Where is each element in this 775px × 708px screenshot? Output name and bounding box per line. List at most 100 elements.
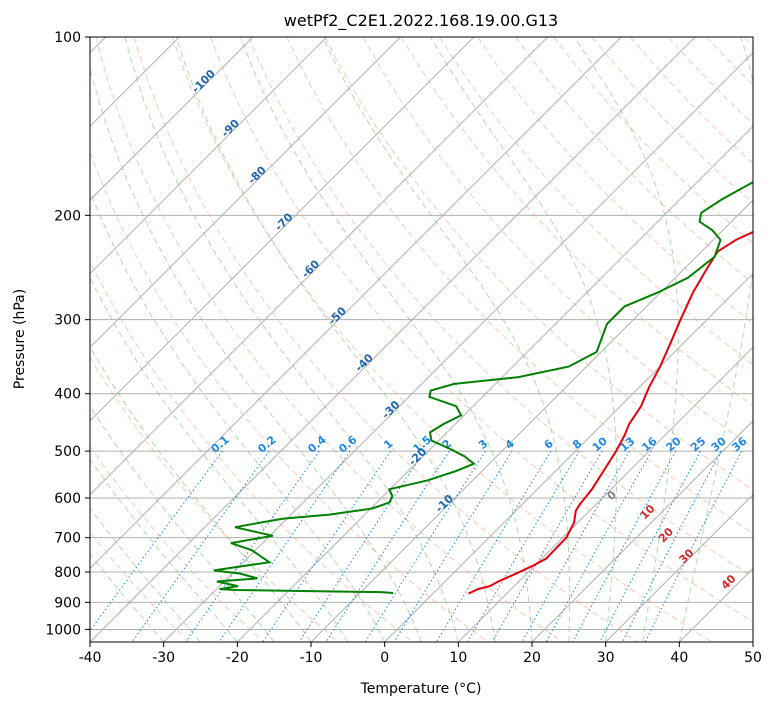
y-tick-label: 300 xyxy=(54,313,81,329)
mixing-ratio-line xyxy=(262,450,392,642)
moist-adiabat-line xyxy=(90,345,312,642)
y-tick-label: 800 xyxy=(54,565,81,581)
y-tick-label: 400 xyxy=(54,387,81,403)
isotherm-line xyxy=(457,346,753,642)
dry-adiabat-line xyxy=(706,37,753,86)
mixing-ratio-line xyxy=(131,450,270,642)
x-tick-label: 30 xyxy=(597,650,615,666)
y-tick-label: 200 xyxy=(54,208,81,224)
x-axis-ticks: -40 -30 -20 -10 0 10 20 30 40 50 xyxy=(79,642,762,666)
moist-adiabat-line xyxy=(678,37,753,642)
isotherm-line xyxy=(604,493,753,642)
moist-adiabat-line xyxy=(90,405,275,642)
dry-adiabat-label: -80 xyxy=(246,163,269,186)
moist-adiabat-label: 30 xyxy=(677,546,697,566)
dry-adiabat-line xyxy=(90,259,414,642)
isotherm-line xyxy=(752,641,753,642)
mixing-ratio-line xyxy=(325,450,450,642)
mixing-ratio-line xyxy=(521,450,630,642)
dry-adiabat-line xyxy=(324,37,753,491)
dry-adiabat-label: -50 xyxy=(326,304,349,327)
y-tick-label: 700 xyxy=(54,531,81,547)
moist-adiabat-line xyxy=(90,189,386,642)
dry-adiabat-line xyxy=(248,37,753,578)
mixing-ratio-line xyxy=(364,450,486,642)
mixing-ratio-label: 8 xyxy=(570,437,584,452)
isopleth-labels: 0.1 0.2 0.4 0.6 1 1.5 2 3 4 6 8 10 13 16 20 25 30 36-100-… xyxy=(189,67,750,592)
mixing-ratio-label: 4 xyxy=(503,437,517,452)
moist-adiabat-line xyxy=(574,37,679,642)
isotherm-line xyxy=(90,37,254,201)
dry-adiabat-line xyxy=(438,37,753,366)
isotherm-line xyxy=(236,125,753,642)
dry-adiabat-line xyxy=(400,37,753,407)
dry-adiabat-line xyxy=(477,37,753,325)
moist-adiabat-line xyxy=(90,507,201,642)
x-tick-label: -10 xyxy=(300,650,323,666)
dry-adiabat-line xyxy=(95,37,564,642)
dry-adiabats xyxy=(90,37,753,642)
y-tick-label: 900 xyxy=(54,595,81,611)
moist-adiabat-line xyxy=(430,37,617,642)
dry-adiabat-line xyxy=(90,150,489,642)
dry-adiabat-label: -40 xyxy=(353,351,376,374)
chart-title: wetPf2_C2E1.2022.168.19.00.G13 xyxy=(284,11,558,31)
isotherm-line xyxy=(90,37,328,275)
sounding-series xyxy=(213,181,753,595)
isotherm-line xyxy=(90,37,622,570)
x-tick-label: 0 xyxy=(380,650,389,666)
dry-adiabat-label: -30 xyxy=(379,398,402,421)
isotherm-line xyxy=(162,51,753,642)
x-tick-label: 10 xyxy=(449,650,467,666)
moist-adiabat-label: 20 xyxy=(656,525,676,545)
isotherm-line xyxy=(90,37,549,496)
plot-area: 0.1 0.2 0.4 0.6 1 1.5 2 3 4 6 8 10 13 16 20 25 30 36-100-… xyxy=(90,37,753,642)
y-tick-label: 500 xyxy=(54,444,81,460)
moist-adiabat-line xyxy=(322,37,571,642)
moist-adiabat-line xyxy=(175,37,496,642)
dry-adiabat-line xyxy=(90,356,339,642)
y-axis-label: Pressure (hPa) xyxy=(12,289,28,389)
mixing-ratio-line xyxy=(572,450,677,642)
dry-adiabat-label: -100 xyxy=(189,67,218,96)
x-tick-label: 40 xyxy=(670,650,688,666)
moist-adiabat-label: 40 xyxy=(719,572,739,592)
temperature-profile xyxy=(467,230,753,595)
x-tick-label: 50 xyxy=(744,650,762,666)
mixing-ratio-label: 0.4 xyxy=(305,433,329,456)
isotherm-line xyxy=(383,272,753,642)
mixing-ratio-line xyxy=(90,450,223,632)
dewpoint-profile xyxy=(213,181,753,594)
mixing-ratio-line xyxy=(393,450,513,642)
mixing-ratio-line xyxy=(298,450,425,642)
moist-adiabats xyxy=(90,37,753,642)
y-tick-label: 600 xyxy=(54,491,81,507)
x-tick-label: -30 xyxy=(152,650,175,666)
dry-adiabat-line xyxy=(362,37,753,449)
dry-adiabat-line xyxy=(744,37,753,47)
dry-adiabat-label: -60 xyxy=(299,257,322,280)
dry-adiabat-line xyxy=(553,37,753,244)
moist-adiabat-label: 0 xyxy=(605,488,620,503)
dry-adiabat-label: -70 xyxy=(272,210,295,233)
isotherm-line xyxy=(531,420,753,642)
mixing-ratio-label: 0.6 xyxy=(336,433,360,456)
dry-adiabat-line xyxy=(286,37,753,534)
isotherm-line xyxy=(90,37,696,642)
isotherm-line xyxy=(310,199,753,642)
y-tick-label: 1000 xyxy=(45,622,81,638)
x-axis-label: Temperature (°C) xyxy=(360,681,482,697)
dry-adiabat-label: -10 xyxy=(433,492,456,515)
moist-adiabat-line xyxy=(90,553,165,642)
isotherm-gridlines xyxy=(90,37,753,642)
isotherm-line xyxy=(90,37,475,422)
x-tick-label: 20 xyxy=(523,650,541,666)
y-tick-label: 100 xyxy=(54,30,81,46)
x-tick-label: -20 xyxy=(226,650,249,666)
moist-adiabat-line xyxy=(90,276,349,642)
moist-adiabat-line xyxy=(124,37,459,642)
dry-adiabat-line xyxy=(133,37,638,642)
mixing-ratio-label: 3 xyxy=(476,437,490,452)
dry-adiabat-label: -90 xyxy=(219,116,242,139)
